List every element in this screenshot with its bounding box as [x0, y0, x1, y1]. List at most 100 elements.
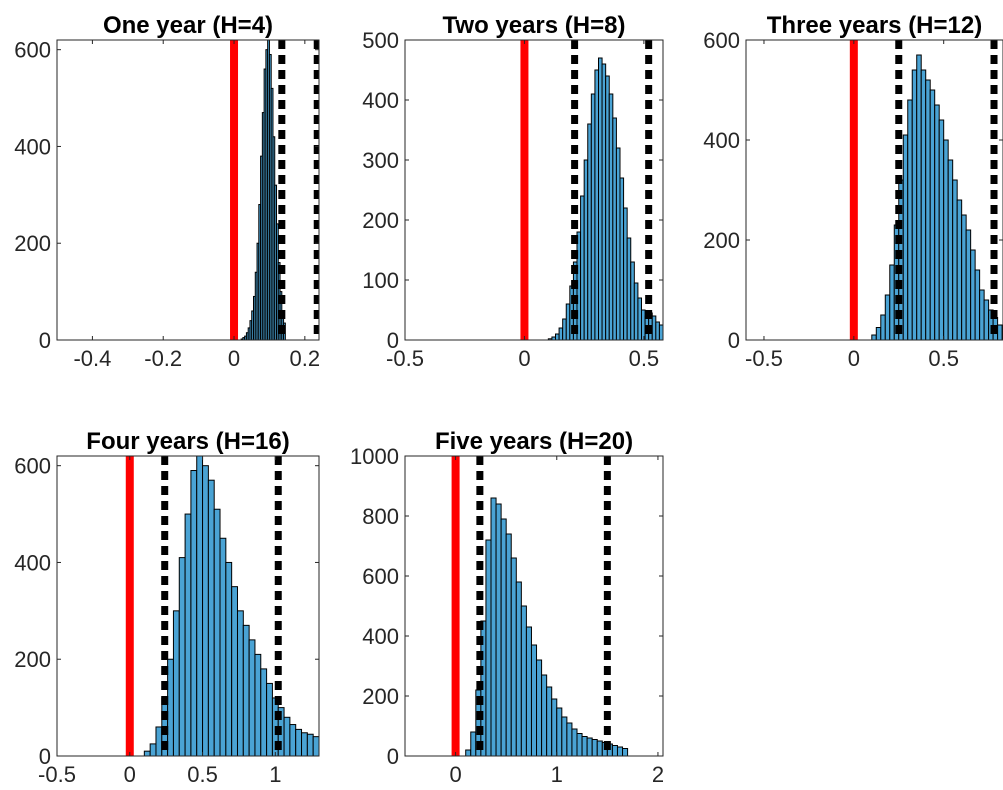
y-tick-label: 500	[362, 28, 399, 53]
y-tick-label: 0	[39, 744, 51, 769]
histogram-bar	[974, 269, 981, 340]
histogram-bar	[561, 716, 568, 756]
axes-box	[404, 455, 664, 757]
histogram-bar	[213, 508, 221, 756]
histogram-bar	[306, 733, 314, 756]
histogram-bar	[525, 626, 532, 756]
histogram-bar	[641, 309, 646, 340]
histogram-bar	[202, 465, 209, 756]
plot-area	[230, 40, 319, 340]
histogram-bar	[596, 740, 603, 756]
histogram-bar	[929, 89, 936, 340]
axes-box	[745, 39, 1003, 341]
histogram-bar	[658, 324, 663, 340]
y-tick-label: 1000	[350, 444, 399, 469]
y-tick-label: 200	[14, 647, 51, 672]
histogram-bar	[902, 134, 909, 340]
histogram-bar	[485, 539, 492, 756]
histogram-bar	[571, 728, 578, 756]
histogram-bar	[196, 456, 204, 756]
histogram-bar	[184, 513, 192, 756]
histogram-bar	[254, 653, 262, 756]
histogram-bar	[143, 750, 151, 756]
histogram-bar	[551, 698, 558, 756]
y-tick-label: 200	[14, 231, 51, 256]
histogram-bar	[979, 289, 985, 340]
x-tick-label: 1	[269, 762, 281, 787]
histogram-bar	[500, 518, 507, 756]
histogram-bar	[611, 745, 618, 756]
y-tick-label: 200	[362, 684, 399, 709]
x-tick-label: 0	[848, 346, 860, 371]
x-tick-label: -0.2	[144, 346, 182, 371]
histogram-bar	[231, 586, 238, 756]
plot-area	[451, 456, 629, 756]
x-tick-label: 0.5	[928, 346, 959, 371]
histogram-bar	[576, 733, 583, 756]
histogram-bar	[465, 749, 472, 756]
x-tick-label: -0.4	[73, 346, 111, 371]
histogram-bar	[925, 79, 931, 340]
histogram-bar	[581, 736, 588, 756]
histogram-bar	[225, 561, 233, 756]
x-tick-label: 2	[652, 762, 664, 787]
axes-box	[56, 39, 320, 341]
y-tick-label: 0	[728, 328, 740, 353]
x-tick-label: 0	[124, 762, 136, 787]
histogram-bar	[875, 327, 882, 340]
histogram-bar	[580, 195, 585, 340]
histogram-bar	[207, 479, 215, 756]
x-tick-label: -0.5	[38, 762, 76, 787]
histogram-bar	[934, 104, 940, 340]
plot-area	[125, 456, 319, 756]
histogram-bar	[530, 644, 538, 756]
y-tick-label: 600	[14, 454, 51, 479]
histogram-bar	[546, 686, 553, 756]
histogram-bar	[536, 659, 543, 756]
histogram-bar	[594, 69, 599, 340]
histogram-bar	[952, 179, 958, 340]
histogram-bar	[983, 299, 990, 340]
histogram-bar	[586, 737, 593, 756]
y-tick-label: 100	[362, 268, 399, 293]
histogram-bar	[556, 707, 563, 756]
histogram-bar	[655, 321, 660, 340]
histogram-bar	[155, 726, 163, 756]
histogram-bar	[510, 557, 517, 756]
histogram-bar	[490, 497, 497, 756]
axes-box	[404, 39, 664, 341]
histogram-bar	[295, 728, 303, 756]
histogram-bar	[889, 264, 895, 340]
histogram-bar	[565, 303, 571, 340]
histogram-bar	[612, 117, 617, 340]
x-tick-label: 0.2	[290, 346, 321, 371]
histogram-bar	[190, 470, 198, 756]
y-tick-label: 400	[703, 128, 740, 153]
histogram-bar	[266, 682, 273, 756]
chart-title: One year (H=4)	[103, 12, 273, 39]
histogram-bar	[884, 294, 891, 340]
histogram-bar	[920, 69, 927, 340]
histogram-bar	[601, 63, 607, 340]
x-tick-label: 0	[449, 762, 461, 787]
histogram-bar	[956, 199, 963, 340]
histogram-bar	[943, 139, 949, 340]
histogram-bar	[605, 75, 610, 340]
x-tick-label: 0	[228, 346, 240, 371]
y-tick-label: 0	[39, 328, 51, 353]
plot-area	[849, 40, 1003, 340]
histogram-bar	[965, 229, 972, 340]
chart-title: Four years (H=16)	[86, 428, 289, 455]
histogram-bar	[633, 282, 639, 340]
panel-5: 0 1 2 0 200 400 600 800 1000 Five years (H=20)	[350, 428, 664, 787]
histogram-bar	[637, 297, 642, 340]
y-tick-label: 200	[362, 208, 399, 233]
histogram-bar	[505, 533, 512, 756]
histogram-bar	[591, 739, 598, 756]
histogram-bar	[149, 743, 157, 756]
histogram-bar	[260, 668, 268, 756]
histogram-bar	[608, 93, 614, 340]
histogram-bar	[520, 605, 527, 756]
